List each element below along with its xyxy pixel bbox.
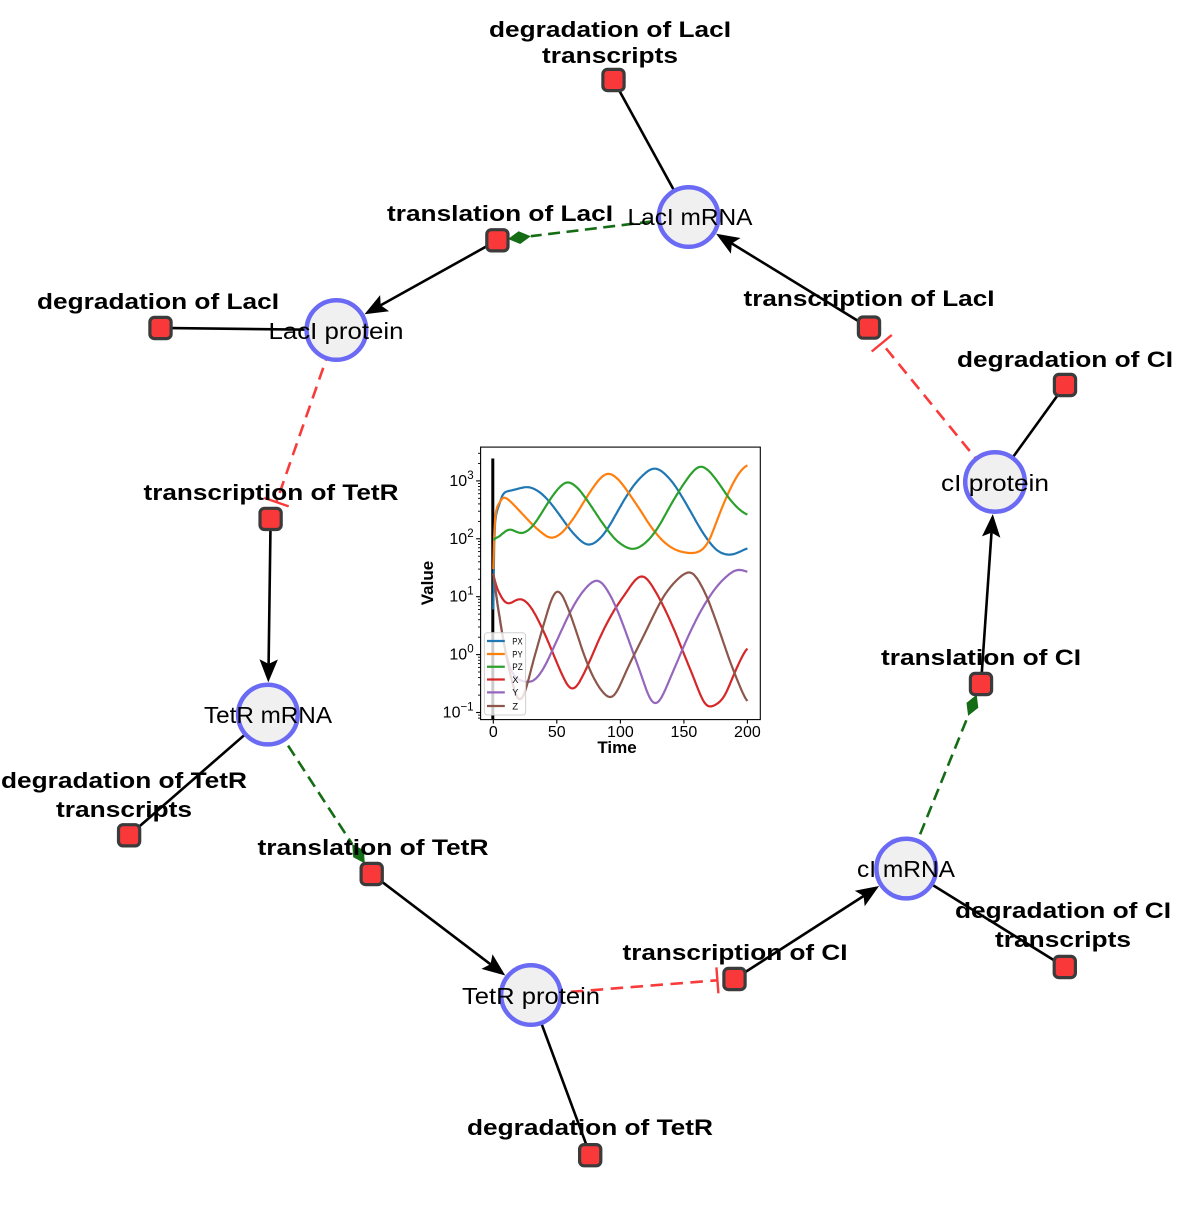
svg-text:150: 150 (671, 724, 698, 741)
svg-text:translation of TetR: translation of TetR (258, 835, 489, 860)
svg-text:degradation of CI: degradation of CI (955, 898, 1171, 923)
svg-text:Z: Z (512, 701, 518, 712)
svg-text:transcription of LacI: transcription of LacI (744, 286, 995, 311)
svg-text:X: X (512, 675, 519, 686)
svg-text:degradation of LacI: degradation of LacI (37, 289, 279, 314)
svg-text:LacI mRNA: LacI mRNA (628, 204, 754, 230)
svg-text:50: 50 (548, 724, 566, 741)
svg-text:degradation of LacI: degradation of LacI (489, 17, 731, 42)
svg-text:0: 0 (489, 724, 498, 741)
svg-text:cI mRNA: cI mRNA (857, 856, 956, 882)
svg-text:PZ: PZ (512, 662, 523, 673)
svg-text:Time: Time (597, 738, 636, 757)
svg-text:translation of CI: translation of CI (881, 645, 1081, 670)
svg-text:PY: PY (512, 649, 523, 660)
svg-text:cI protein: cI protein (941, 470, 1049, 496)
svg-text:200: 200 (734, 724, 761, 741)
svg-text:Y: Y (512, 688, 519, 699)
svg-text:degradation of TetR: degradation of TetR (467, 1115, 713, 1140)
svg-text:100: 100 (607, 724, 634, 741)
svg-text:Value: Value (418, 561, 437, 605)
svg-text:degradation of CI: degradation of CI (957, 347, 1173, 372)
svg-text:translation of LacI: translation of LacI (387, 201, 613, 226)
svg-text:TetR mRNA: TetR mRNA (204, 702, 333, 728)
svg-text:transcription of CI: transcription of CI (623, 940, 848, 965)
svg-text:PX: PX (512, 636, 523, 647)
svg-text:transcripts: transcripts (542, 43, 678, 68)
svg-text:degradation of TetR: degradation of TetR (1, 768, 247, 793)
svg-text:LacI protein: LacI protein (269, 318, 404, 344)
svg-text:transcription of TetR: transcription of TetR (144, 480, 399, 505)
svg-text:transcripts: transcripts (56, 797, 192, 822)
svg-text:TetR protein: TetR protein (462, 983, 600, 1009)
svg-text:transcripts: transcripts (995, 927, 1131, 952)
